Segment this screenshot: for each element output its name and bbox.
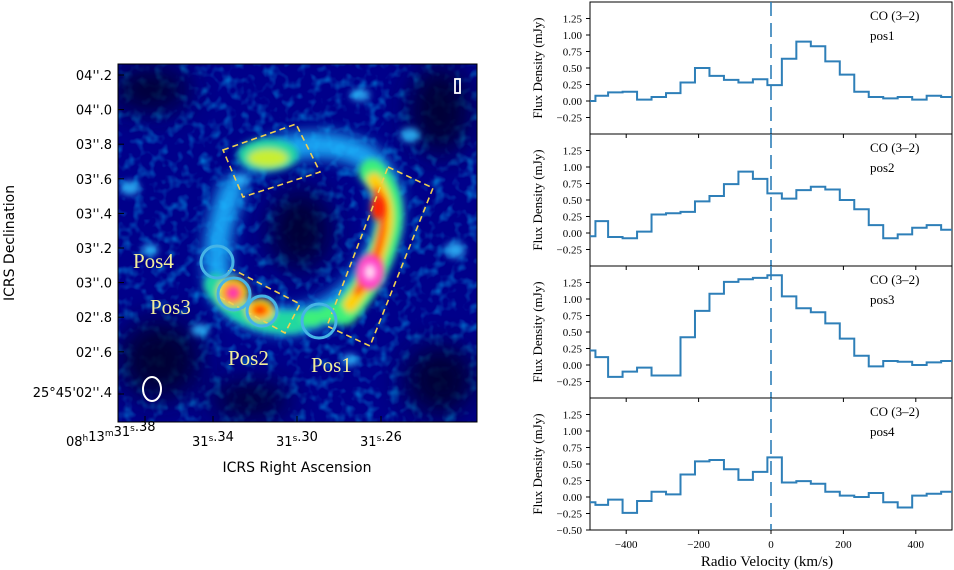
panel-title: CO (3–2) xyxy=(870,404,919,419)
x-tick-label: 200 xyxy=(835,539,852,551)
panel-name: pos1 xyxy=(870,28,895,43)
panel-name: pos2 xyxy=(870,160,895,175)
ra-axis: 08h13m31s.38 31s.34 31s.30 31s.26 xyxy=(66,416,402,450)
y-tick-label: 1.00 xyxy=(563,294,583,306)
panel-ylabel: Flux Density (mJy) xyxy=(530,149,545,250)
y-tick-label: 0.25 xyxy=(563,80,583,92)
panel-name: pos4 xyxy=(870,424,895,439)
spectrum-panel-pos4: −0.25 0.00 0.25 0.50 0.75 1.00 1.25 −0.50 −400 −2… xyxy=(530,397,953,551)
pos2-label: Pos2 xyxy=(228,346,269,370)
pos4-label: Pos4 xyxy=(133,249,174,273)
y-tick-label: −0.50 xyxy=(557,525,583,537)
map-figure: Pos4 Pos3 Pos2 Pos1 04''.2 04''.0 03''.8 03… xyxy=(2,63,478,476)
y-tick-label: 1.25 xyxy=(563,14,583,26)
spectrum-line xyxy=(590,274,952,378)
box-top xyxy=(221,123,322,198)
dec-first-label: 25°45'02''.4 xyxy=(33,386,112,401)
aperture-boxes xyxy=(216,123,435,348)
spectra-xlabel: Radio Velocity (km/s) xyxy=(701,554,833,570)
y-tick-label: 0.50 xyxy=(563,195,583,207)
y-tick-label: 0.75 xyxy=(563,179,583,191)
dec-tick-label: 03''.6 xyxy=(76,173,112,188)
x-tick-label: −200 xyxy=(687,539,710,551)
dec-axis: 04''.2 04''.0 03''.8 03''.6 03''.4 03''.2 03''… xyxy=(76,69,124,395)
ra-tick-label: 31s.34 xyxy=(192,430,234,450)
panel-title: CO (3–2) xyxy=(870,140,919,155)
panel-ylabel: Flux Density (mJy) xyxy=(530,281,545,382)
spectrum-line xyxy=(590,40,952,102)
dec-tick-label: 03''.4 xyxy=(76,207,112,222)
dec-tick-label: 03''.8 xyxy=(76,138,112,153)
panel-name: pos3 xyxy=(870,292,895,307)
y-tick-label: −0.25 xyxy=(557,509,583,521)
intensity-map xyxy=(118,64,477,422)
map-ylabel: ICRS Declination xyxy=(2,185,18,301)
y-tick-label: −0.25 xyxy=(557,377,583,389)
box-arc xyxy=(325,165,435,348)
y-tick-label: 0.25 xyxy=(563,476,583,488)
panel-title: CO (3–2) xyxy=(870,272,919,287)
y-tick-label: 1.25 xyxy=(563,278,583,290)
pos3-circle xyxy=(216,276,252,312)
ra-tick-label: 31s.26 xyxy=(360,430,402,450)
dec-tick-label: 03''.2 xyxy=(76,242,112,257)
scale-bar xyxy=(454,78,461,94)
y-tick-label: 0.75 xyxy=(563,443,583,455)
position-circles xyxy=(199,244,338,340)
x-tick-label: 0 xyxy=(768,539,774,551)
y-tick-label: 1.00 xyxy=(563,162,583,174)
map-xlabel: ICRS Right Ascension xyxy=(223,460,372,476)
dec-tick-label: 04''.2 xyxy=(76,69,112,84)
dec-tick-label: 02''.8 xyxy=(76,311,112,326)
y-tick-label: 0.00 xyxy=(563,96,583,108)
dec-tick-label: 03''.0 xyxy=(76,277,112,292)
x-tick-label: −400 xyxy=(615,539,638,551)
y-tick-label: −0.25 xyxy=(557,245,583,257)
dec-tick-label: 04''.0 xyxy=(76,104,112,119)
pos4-circle xyxy=(199,244,235,280)
position-labels: Pos4 Pos3 Pos2 Pos1 xyxy=(133,249,352,377)
y-tick-label: 0.75 xyxy=(563,47,583,59)
y-tick-label: 1.00 xyxy=(563,426,583,438)
spectrum-line xyxy=(590,456,952,514)
panel-ylabel: Flux Density (mJy) xyxy=(530,413,545,514)
y-tick-label: 0.25 xyxy=(563,212,583,224)
spectrum-line xyxy=(590,170,952,240)
spectrum-panel-pos2: −0.25 0.00 0.25 0.50 0.75 1.00 1.25 Flux Densit… xyxy=(530,133,953,270)
box-knots xyxy=(216,266,302,335)
pos1-circle xyxy=(300,302,338,340)
spectra-panels: −0.25 0.00 0.25 0.50 0.75 1.00 1.25 Flux Densit… xyxy=(530,1,953,551)
panel-ylabel: Flux Density (mJy) xyxy=(530,17,545,118)
dec-tick-label: 02''.6 xyxy=(76,346,112,361)
x-tick-label: 400 xyxy=(908,539,925,551)
beam-ellipse xyxy=(142,376,162,402)
y-tick-label: 0.00 xyxy=(563,492,583,504)
y-tick-label: 1.00 xyxy=(563,30,583,42)
pos1-label: Pos1 xyxy=(311,353,352,377)
y-tick-label: 0.50 xyxy=(563,327,583,339)
y-tick-label: 1.25 xyxy=(563,410,583,422)
y-tick-label: 0.25 xyxy=(563,344,583,356)
y-tick-label: 0.50 xyxy=(563,63,583,75)
pos2-circle xyxy=(245,294,279,328)
y-tick-label: 0.00 xyxy=(563,360,583,372)
y-tick-label: 0.50 xyxy=(563,459,583,471)
ra-tick-label: 31s.30 xyxy=(276,430,318,450)
ra-tick-label: 08h13m31s.38 xyxy=(66,420,156,450)
spectrum-panel-pos3: −0.25 0.00 0.25 0.50 0.75 1.00 1.25 Flux Densit… xyxy=(530,265,953,402)
panel-title: CO (3–2) xyxy=(870,8,919,23)
spectrum-panel-pos1: −0.25 0.00 0.25 0.50 0.75 1.00 1.25 Flux Densit… xyxy=(530,1,953,138)
pos3-label: Pos3 xyxy=(150,295,191,319)
y-tick-label: −0.25 xyxy=(557,113,583,125)
y-tick-label: 0.75 xyxy=(563,311,583,323)
y-tick-label: 1.25 xyxy=(563,146,583,158)
y-tick-label: 0.00 xyxy=(563,228,583,240)
